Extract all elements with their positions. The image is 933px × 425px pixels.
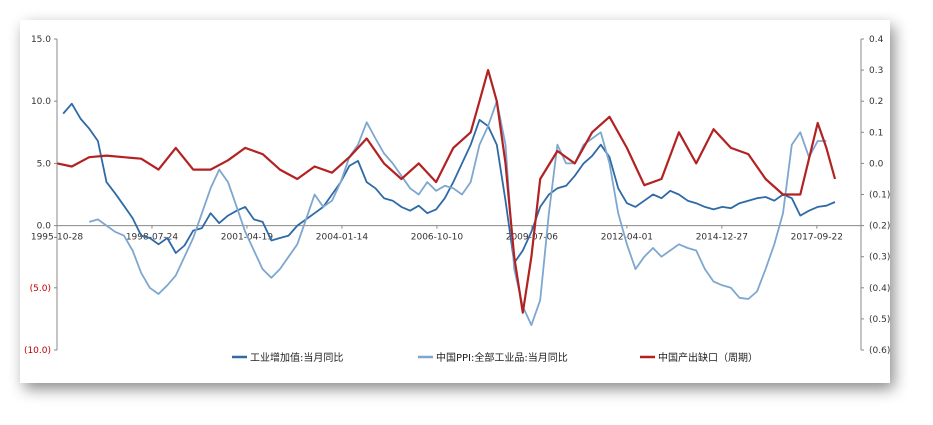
chart-frame: 1995-10-28 1998-07-24 2001-04-19 2004-01-14… (20, 20, 890, 383)
left-y-tick-label: (5.0) (30, 284, 51, 294)
x-tick-label: 2006-10-10 (411, 233, 464, 243)
x-tick-label: 2014-12-27 (696, 233, 748, 243)
right-y-tick-label: 0.2 (869, 97, 883, 107)
series-lines (57, 68, 837, 327)
chart-legend: 工业增加值:当月同比 中国PPI:全部工业品:当月同比 中国产出缺口（周期） (232, 351, 758, 364)
x-tick-label: 1998-07-24 (126, 233, 179, 243)
right-y-tick-label: (0.4) (869, 284, 890, 294)
legend-label-2: 中国PPI:全部工业品:当月同比 (436, 351, 568, 364)
right-y-tick-label: 0.3 (869, 66, 883, 76)
right-y-tick-label: (0.1) (869, 191, 890, 201)
series-line-3 (57, 68, 837, 314)
x-tick-label: 2004-01-14 (316, 233, 369, 243)
legend-label-1: 工业增加值:当月同比 (250, 351, 343, 364)
line-chart: 1995-10-28 1998-07-24 2001-04-19 2004-01-14… (24, 35, 890, 364)
x-tick-label: 2017-09-22 (791, 233, 843, 243)
right-y-tick-label: (0.5) (869, 315, 890, 325)
right-y-tick-label: 0.0 (869, 159, 884, 169)
left-y-tick-label: 5.0 (37, 159, 52, 169)
right-y-tick-label: (0.6) (869, 346, 890, 356)
right-y-tick-label: (0.2) (869, 222, 890, 232)
chart-axes (56, 39, 862, 350)
left-y-tick-label: (10.0) (24, 346, 51, 356)
right-y-tick-label: 0.4 (869, 35, 884, 45)
x-tick-label: 2009-07-06 (506, 233, 559, 243)
series-line-1 (62, 102, 836, 264)
x-tick-label: 2012-04-01 (601, 233, 653, 243)
right-y-tick-label: (0.3) (869, 253, 890, 263)
x-tick-label: 1995-10-28 (31, 233, 84, 243)
left-y-axis-ticks: 15.0 10.0 5.0 0.0 (5.0) (10.0) (24, 35, 57, 356)
right-y-axis-ticks: 0.4 0.3 0.2 0.1 0.0 (0.1) (0.2) (0.3) (0.4) (0.5)… (861, 35, 890, 356)
left-y-tick-label: 0.0 (37, 222, 52, 232)
left-y-tick-label: 10.0 (31, 97, 51, 107)
series-line-2 (88, 100, 827, 327)
legend-label-3: 中国产出缺口（周期） (658, 351, 758, 364)
right-y-tick-label: 0.1 (869, 128, 883, 138)
left-y-tick-label: 15.0 (31, 35, 51, 45)
